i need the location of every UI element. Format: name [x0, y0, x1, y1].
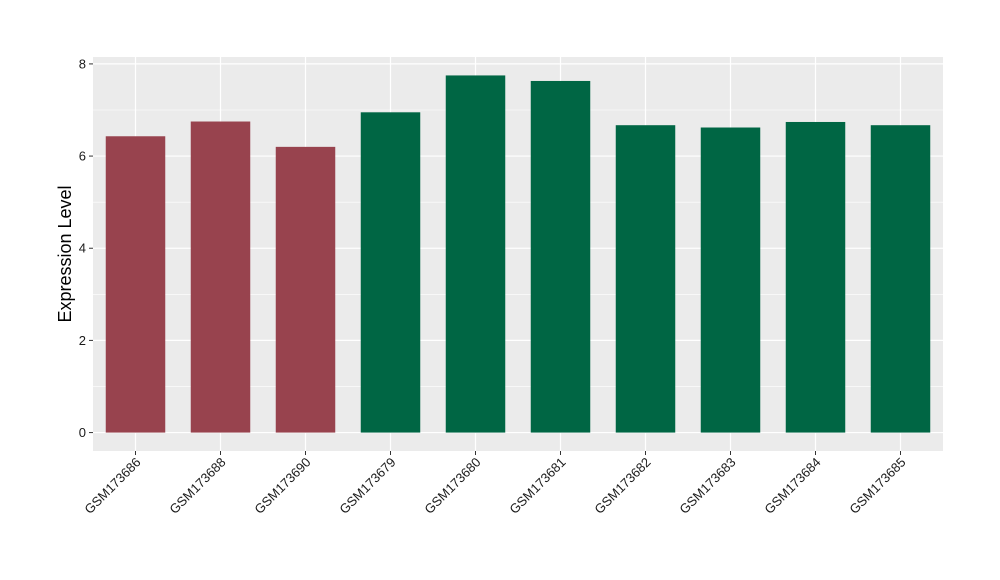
bar-GSM173690 — [275, 146, 336, 433]
bar-GSM173680 — [445, 75, 506, 433]
y-tick-label: 0 — [79, 425, 86, 440]
y-tick-label: 2 — [79, 333, 86, 348]
bar-GSM173682 — [615, 125, 676, 433]
x-tick-label: GSM173683 — [676, 455, 738, 517]
x-axis: GSM173686 GSM173688 GSM173690 GSM173679 GSM1… — [81, 451, 909, 517]
x-tick-label: GSM173685 — [846, 455, 908, 517]
bar-GSM173679 — [360, 112, 421, 433]
x-tick-label: GSM173682 — [591, 455, 653, 517]
x-tick-label: GSM173681 — [506, 455, 568, 517]
x-tick-label: GSM173688 — [166, 455, 228, 517]
y-tick-label: 4 — [79, 241, 86, 256]
bar-GSM173681 — [530, 80, 591, 433]
y-axis: 0 2 4 6 8 — [79, 56, 93, 440]
bar-GSM173683 — [700, 127, 761, 433]
bar-GSM173684 — [785, 121, 846, 433]
y-tick-label: 6 — [79, 149, 86, 164]
bar-GSM173688 — [190, 121, 251, 433]
bar-GSM173686 — [105, 136, 166, 433]
x-tick-label: GSM173684 — [761, 455, 823, 517]
x-tick-label: GSM173679 — [336, 455, 398, 517]
y-tick-label: 8 — [79, 56, 86, 71]
x-tick-label: GSM173686 — [81, 455, 143, 517]
x-tick-label: GSM173680 — [421, 455, 483, 517]
bars — [105, 75, 931, 433]
x-tick-label: GSM173690 — [251, 455, 313, 517]
bar-GSM173685 — [870, 125, 931, 433]
y-axis-title: Expression Level — [55, 185, 75, 322]
